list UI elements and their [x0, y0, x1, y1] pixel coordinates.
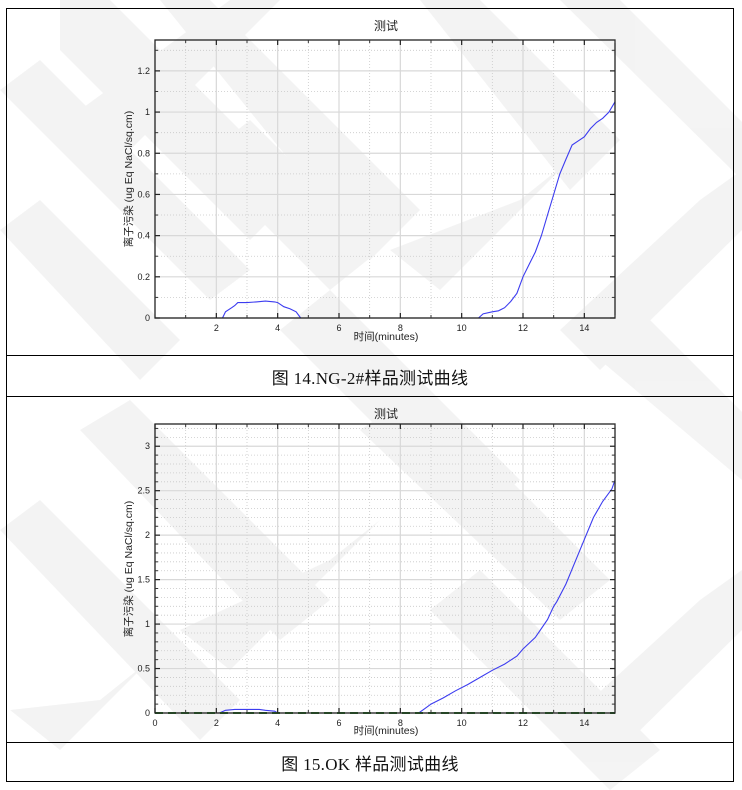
x-axis-label: 时间(minutes) — [354, 724, 419, 737]
figure-table: 测试 2 4 6 8 10 12 14 0 0.2 0.4 0.6 0.8 1 1.2 时间(minute… — [6, 8, 734, 782]
y-axis-label: 离子污染 (ug Eq NaCl/sq.cm) — [122, 501, 135, 638]
y-tick-label: 0.5 — [137, 664, 150, 674]
grid-lines — [155, 40, 616, 319]
chart-title: 测试 — [374, 18, 398, 33]
plot-area-frame — [154, 423, 616, 714]
x-tick-label: 8 — [398, 718, 403, 728]
x-tick-label: 6 — [336, 718, 341, 728]
axis-ticks: 0 2 4 6 8 10 12 14 0 0.5 1 1.5 2 2.5 3 — [137, 424, 616, 728]
figure-14-cell: 测试 2 4 6 8 10 12 14 0 0.2 0.4 0.6 0.8 1 1.2 时间(minute… — [7, 9, 733, 356]
x-tick-label: 12 — [518, 323, 528, 333]
y-tick-label: 0.2 — [137, 272, 150, 282]
y-tick-label: 3 — [145, 441, 150, 451]
figure-14-caption-cell: 图 14.NG-2#样品测试曲线 — [7, 356, 733, 397]
y-tick-label: 1 — [145, 107, 150, 117]
y-tick-label: 0 — [145, 313, 150, 323]
x-tick-label: 6 — [336, 323, 341, 333]
figure-caption: 图 15.OK 样品测试曲线 — [281, 754, 459, 774]
series-line — [155, 479, 616, 714]
x-tick-label: 2 — [214, 323, 219, 333]
x-tick-label: 4 — [275, 718, 280, 728]
y-tick-label: 0.4 — [137, 231, 150, 241]
figure-15-caption-cell: 图 15.OK 样品测试曲线 — [7, 743, 733, 781]
data-series — [155, 479, 616, 714]
x-tick-label: 2 — [214, 718, 219, 728]
x-tick-label: 14 — [579, 718, 589, 728]
y-tick-label: 0.8 — [137, 148, 150, 158]
figure-caption: 图 14.NG-2#样品测试曲线 — [271, 368, 469, 388]
x-axis-label: 时间(minutes) — [354, 330, 419, 343]
series-line — [222, 300, 302, 319]
x-tick-label: 10 — [457, 323, 467, 333]
y-tick-label: 0 — [145, 708, 150, 718]
x-tick-label: 12 — [518, 718, 528, 728]
x-tick-label: 4 — [275, 323, 280, 333]
y-tick-label: 1.5 — [137, 575, 150, 585]
y-tick-label: 2 — [145, 530, 150, 540]
y-tick-label: 0.6 — [137, 189, 150, 199]
data-series — [222, 101, 616, 319]
chart-title: 测试 — [374, 406, 398, 421]
x-tick-label: 0 — [152, 718, 157, 728]
y-axis-label: 离子污染 (ug Eq NaCl/sq.cm) — [122, 111, 135, 248]
y-tick-label: 1 — [145, 619, 150, 629]
grid-lines — [154, 424, 616, 714]
x-tick-label: 14 — [579, 323, 589, 333]
y-tick-label: 1.2 — [137, 66, 150, 76]
figure-15-cell: 测试 0 2 4 6 8 10 12 14 0 0.5 1 1.5 2 2.5 3 时间(minutes) … — [7, 397, 733, 743]
series-line — [478, 101, 616, 319]
x-tick-label: 10 — [457, 718, 467, 728]
y-tick-label: 2.5 — [137, 486, 150, 496]
